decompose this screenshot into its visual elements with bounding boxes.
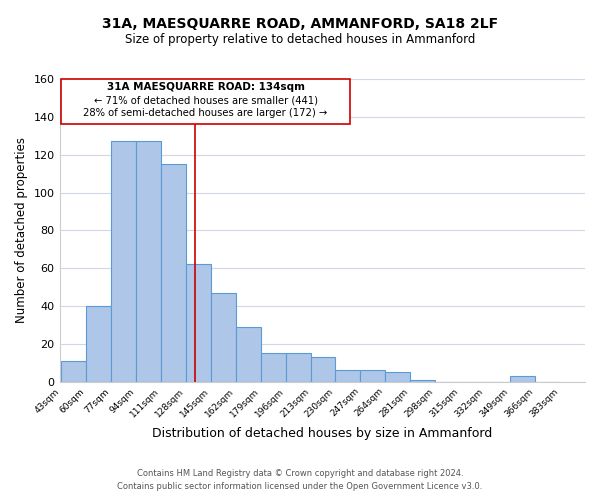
Bar [186,264,211,382]
Bar [385,372,410,382]
Bar [236,327,260,382]
Bar [86,306,111,382]
Text: Contains public sector information licensed under the Open Government Licence v3: Contains public sector information licen… [118,482,482,491]
Text: Size of property relative to detached houses in Ammanford: Size of property relative to detached ho… [125,32,475,46]
Bar [361,370,385,382]
Bar [260,354,286,382]
Text: 31A MAESQUARRE ROAD: 134sqm: 31A MAESQUARRE ROAD: 134sqm [107,82,305,92]
Bar [335,370,361,382]
Bar [161,164,186,382]
Text: Contains HM Land Registry data © Crown copyright and database right 2024.: Contains HM Land Registry data © Crown c… [137,468,463,477]
Bar [286,354,311,382]
Y-axis label: Number of detached properties: Number of detached properties [15,138,28,324]
X-axis label: Distribution of detached houses by size in Ammanford: Distribution of detached houses by size … [152,427,493,440]
Bar [136,142,161,382]
Bar [311,357,335,382]
Bar [111,142,136,382]
Bar [510,376,535,382]
Text: 28% of semi-detached houses are larger (172) →: 28% of semi-detached houses are larger (… [83,108,328,118]
FancyBboxPatch shape [61,79,350,124]
Bar [61,361,86,382]
Text: ← 71% of detached houses are smaller (441): ← 71% of detached houses are smaller (44… [94,95,317,105]
Bar [410,380,435,382]
Text: 31A, MAESQUARRE ROAD, AMMANFORD, SA18 2LF: 31A, MAESQUARRE ROAD, AMMANFORD, SA18 2L… [102,18,498,32]
Bar [211,293,236,382]
